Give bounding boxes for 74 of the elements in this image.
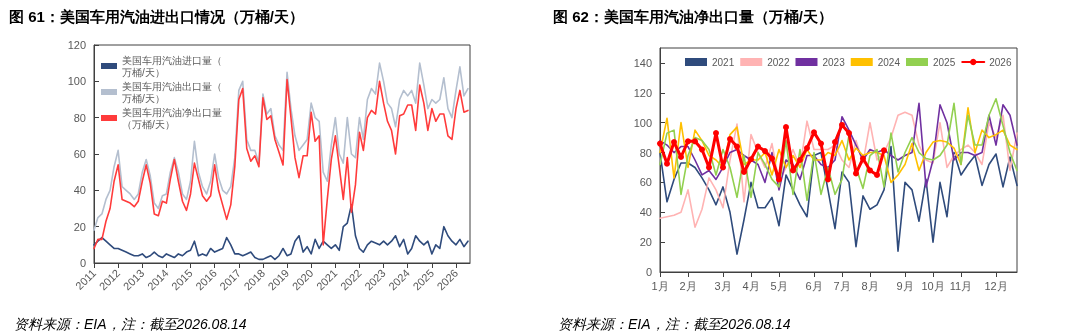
point bbox=[664, 160, 670, 167]
x-tick-label: 7月 bbox=[833, 279, 851, 292]
line-series bbox=[659, 145, 1018, 255]
point bbox=[881, 147, 887, 154]
x-tick-label: 5月 bbox=[770, 279, 788, 292]
y-tick-label: 60 bbox=[73, 148, 86, 160]
x-tick-label: 10月 bbox=[921, 279, 945, 292]
point bbox=[818, 140, 824, 147]
y-tick-label: 60 bbox=[639, 176, 652, 189]
y-tick-label: 20 bbox=[73, 220, 86, 233]
point bbox=[685, 138, 691, 145]
y-tick-label: 40 bbox=[73, 184, 86, 197]
x-tick-label: 12月 bbox=[984, 279, 1008, 292]
y-tick-label: 0 bbox=[79, 257, 86, 269]
legend-label: 2023 bbox=[822, 56, 846, 68]
point bbox=[755, 143, 761, 150]
legend-label: 美国车用汽油净出口量（万桶/天） bbox=[122, 106, 222, 130]
point bbox=[706, 164, 712, 171]
point bbox=[699, 146, 705, 153]
point bbox=[692, 138, 698, 145]
y-tick-label: 100 bbox=[633, 116, 652, 129]
y-tick-label: 0 bbox=[645, 266, 652, 278]
legend-label: 2021 bbox=[712, 56, 735, 68]
point bbox=[762, 148, 768, 155]
x-tick-label: 3月 bbox=[714, 279, 732, 292]
point bbox=[776, 176, 782, 183]
point bbox=[783, 124, 789, 131]
text: 资料来源：EIA，注：截至2026.08.14 bbox=[14, 316, 247, 332]
y-tick-label: 100 bbox=[67, 75, 86, 88]
legend-label: 2022 bbox=[767, 56, 790, 68]
point bbox=[825, 176, 831, 183]
line-series bbox=[659, 97, 1018, 202]
line-series bbox=[659, 111, 1018, 228]
point bbox=[846, 130, 852, 137]
y-tick-label: 120 bbox=[67, 39, 86, 51]
chart-title: 图 61：美国车用汽油进出口情况（万桶/天） bbox=[9, 8, 305, 25]
y-tick-label: 120 bbox=[633, 86, 652, 99]
point bbox=[678, 154, 684, 161]
legend-label: 美国车用汽油出口量（万桶/天） bbox=[122, 80, 222, 104]
x-tick-label: 6月 bbox=[805, 279, 823, 292]
y-tick-label: 80 bbox=[639, 146, 652, 159]
point bbox=[832, 139, 838, 146]
x-tick-label: 9月 bbox=[896, 279, 914, 292]
y-tick-label: 20 bbox=[639, 236, 652, 249]
legend-label: 2025 bbox=[932, 56, 956, 68]
legend-label: 2024 bbox=[877, 56, 901, 68]
point bbox=[860, 155, 866, 162]
legend-label: 2026 bbox=[989, 56, 1012, 68]
point bbox=[657, 140, 663, 147]
y-tick-label: 40 bbox=[639, 206, 652, 219]
legend-label: 美国车用汽油进口量（万桶/天） bbox=[122, 54, 222, 78]
x-tick-label: 2月 bbox=[679, 279, 697, 292]
point bbox=[797, 157, 803, 163]
point bbox=[811, 129, 817, 136]
x-tick-label: 11月 bbox=[949, 279, 973, 292]
point bbox=[874, 171, 880, 178]
x-tick-label: 4月 bbox=[742, 279, 760, 292]
x-tick-label: 8月 bbox=[861, 279, 879, 292]
point bbox=[839, 121, 845, 128]
y-tick-label: 140 bbox=[633, 56, 652, 69]
point bbox=[734, 143, 740, 150]
y-tick-label: 80 bbox=[73, 111, 86, 124]
text: 资料来源：EIA，注：截至2026.08.14 bbox=[558, 316, 791, 332]
point bbox=[769, 155, 775, 162]
point bbox=[804, 145, 810, 152]
x-tick-label: 1月 bbox=[651, 279, 669, 292]
point bbox=[748, 156, 754, 163]
point bbox=[790, 167, 796, 174]
point bbox=[720, 164, 726, 171]
point bbox=[853, 170, 859, 177]
point bbox=[741, 168, 747, 175]
chart-title: 图 62：美国车用汽油净出口量（万桶/天） bbox=[553, 8, 834, 25]
line-series bbox=[93, 78, 469, 250]
point bbox=[867, 167, 873, 174]
